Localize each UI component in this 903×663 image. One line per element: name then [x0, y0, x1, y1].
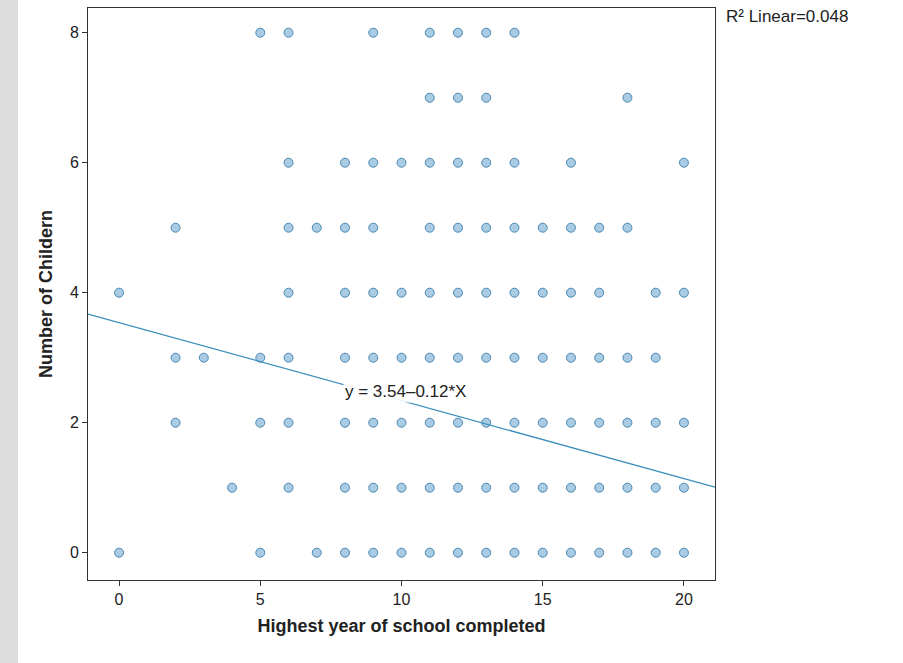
svg-text:20: 20: [675, 591, 693, 608]
svg-text:2: 2: [70, 414, 79, 431]
svg-text:0: 0: [115, 591, 124, 608]
svg-text:Highest year of school complet: Highest year of school completed: [257, 616, 545, 636]
svg-text:10: 10: [393, 591, 411, 608]
svg-text:8: 8: [70, 24, 79, 41]
svg-text:6: 6: [70, 154, 79, 171]
svg-text:15: 15: [534, 591, 552, 608]
svg-text:5: 5: [256, 591, 265, 608]
svg-text:y = 3.54–0.12*X: y = 3.54–0.12*X: [345, 382, 466, 401]
svg-text:0: 0: [70, 544, 79, 561]
svg-text:R² Linear=0.048: R² Linear=0.048: [726, 7, 848, 26]
svg-text:4: 4: [70, 284, 79, 301]
svg-text:Number of Childern: Number of Childern: [36, 210, 56, 378]
